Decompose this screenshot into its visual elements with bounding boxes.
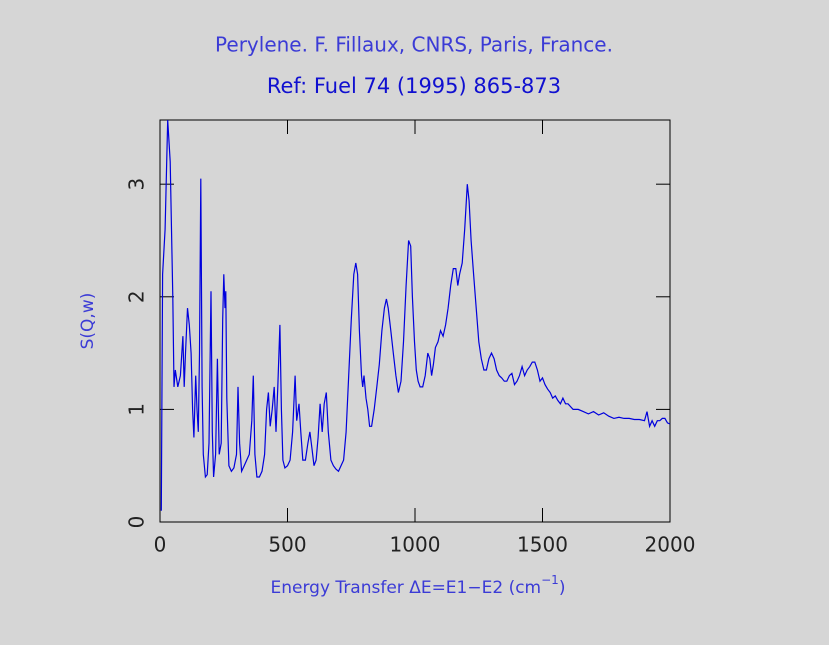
y-tick-label: 0 (125, 516, 149, 529)
chart-subtitle: Ref: Fuel 74 (1995) 865-873 (267, 74, 561, 98)
y-axis-label: S(Q,w) (78, 293, 98, 350)
x-axis-label: Energy Transfer ΔE=E1−E2 (cm−1) (271, 573, 566, 599)
x-tick-label: 500 (268, 533, 306, 557)
x-tick-label: 0 (154, 533, 167, 557)
x-axis-label-text: Energy Transfer ΔE=E1−E2 (cm (271, 578, 542, 598)
x-tick-label: 1500 (517, 533, 568, 557)
x-axis-label-end: ) (559, 578, 566, 598)
chart-title: Perylene. F. Fillaux, CNRS, Paris, Franc… (215, 33, 613, 57)
data-line (160, 119, 671, 511)
y-tick-label: 2 (125, 290, 149, 303)
y-tick-label: 3 (125, 178, 149, 191)
x-axis-label-sup: −1 (541, 573, 559, 587)
x-tick-label: 2000 (645, 533, 696, 557)
x-tick-label: 1000 (390, 533, 441, 557)
y-tick-label: 1 (125, 403, 149, 416)
